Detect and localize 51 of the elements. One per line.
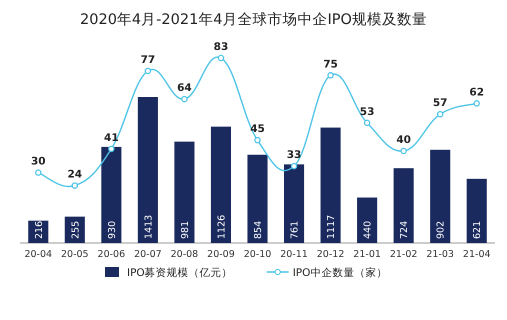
bar [284,164,304,243]
x-tick-label: 21-02 [390,249,418,260]
point-label: 53 [360,106,374,118]
point-label: 77 [140,54,156,66]
point-label: 75 [323,58,338,70]
point-label: 62 [469,86,484,98]
point-label: 33 [286,149,302,162]
bar [101,146,122,243]
data-label: 854 [253,220,264,239]
bar [174,142,194,243]
data-label: 724 [399,220,410,239]
data-label: 1413 [143,214,154,239]
x-tick-label: 21-01 [353,249,381,260]
data-label: 761 [290,220,301,239]
x-tick-label: 20-10 [244,249,272,260]
data-label: 1126 [216,214,228,239]
data-label: 216 [34,220,45,239]
x-tick-label: 21-04 [462,249,491,260]
bar [394,168,414,243]
bar [320,128,341,243]
x-tick-label: 20-04 [24,249,52,260]
x-tick-label: 21-03 [426,249,454,260]
x-tick-label: 20-05 [61,249,89,260]
point-label: 83 [214,41,228,53]
x-tick-label: 20-06 [98,249,126,260]
x-tick-label: 20-09 [207,249,235,260]
data-label: 621 [472,220,484,239]
point-label: 24 [68,168,82,181]
data-label: 930 [106,220,118,239]
point-label: 57 [432,97,448,110]
x-tick-label: 20-07 [134,249,162,260]
bar [430,150,450,243]
point-label: 64 [177,82,192,94]
point-label: 40 [396,134,411,146]
legend-label: IPO募资规模（亿元） [127,266,233,279]
point-label: 30 [30,156,46,168]
data-label: 255 [70,220,82,239]
x-tick-label: 20-08 [170,249,198,260]
data-label: 440 [362,220,374,239]
bar [357,198,378,243]
legend-label: IPO中企数量（家） [292,266,388,279]
bar [466,178,487,243]
bar [138,97,158,243]
bar [247,154,268,243]
x-tick-label: 20-12 [316,249,344,260]
chart-title: 2020年4月-2021年4月全球市场中企IPO规模及数量 [80,11,427,28]
data-label: 981 [180,220,191,239]
data-label: 1117 [326,214,338,239]
x-tick-label: 20-11 [280,249,308,260]
data-label: 902 [436,220,447,239]
bar [210,126,232,243]
